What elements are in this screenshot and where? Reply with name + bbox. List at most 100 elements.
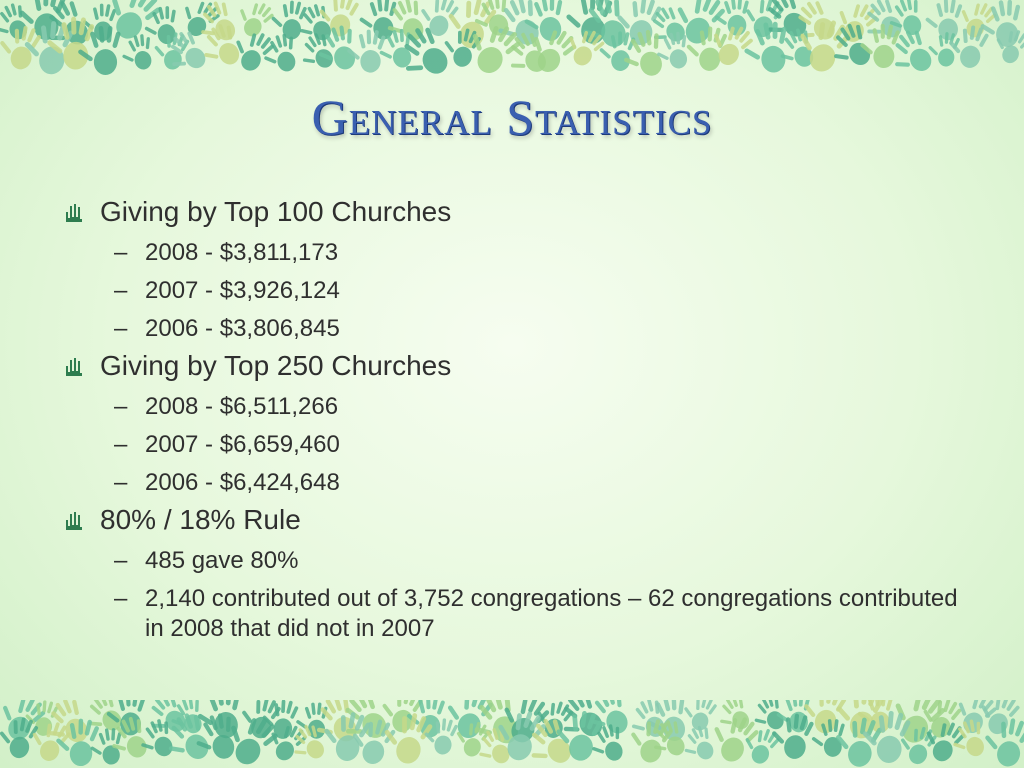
handprint-icon — [24, 21, 74, 75]
handprint-icon — [745, 729, 780, 764]
list-item-text: 2,140 contributed out of 3,752 congregat… — [145, 585, 958, 642]
handprint-icon — [472, 25, 521, 74]
top-handprint-border — [0, 0, 1024, 80]
handprint-icon — [447, 700, 493, 739]
list-item-text: 2007 - $6,659,460 — [145, 431, 340, 458]
handprint-icon — [980, 0, 1021, 47]
handprint-icon — [925, 0, 963, 41]
list-item: –2006 - $6,424,648 — [62, 468, 962, 498]
bullet-rule: 80% / 18% Rule — [62, 502, 962, 538]
handprint-icon — [895, 30, 932, 72]
handprint-icon — [599, 31, 636, 71]
handprint-icon — [204, 24, 240, 65]
handprint-icon — [302, 33, 333, 68]
handprint-icon — [744, 21, 787, 73]
handprint-icon — [569, 30, 605, 66]
bottom-handprint-border — [0, 700, 1024, 768]
handprint-icon — [231, 718, 278, 765]
handprint-icon — [56, 718, 99, 767]
dash-marker: – — [114, 277, 128, 304]
handprint-icon — [144, 6, 176, 45]
handprint-icon — [772, 713, 814, 759]
list-item: –2008 - $3,811,173 — [62, 238, 962, 268]
list-item: –2007 - $6,659,460 — [62, 430, 962, 460]
list-item: –485 gave 80% — [62, 546, 962, 576]
handprint-icon — [90, 728, 122, 765]
bullet-text: 80% / 18% Rule — [100, 504, 301, 535]
handprint-icon — [141, 719, 173, 757]
handprint-icon — [949, 25, 989, 68]
handprint-icon — [862, 710, 911, 763]
handprint-icon — [498, 711, 546, 761]
hand-icon — [66, 204, 82, 222]
handprint-icon — [347, 29, 386, 73]
handprint-icon — [0, 700, 1024, 767]
handprint-icon — [556, 710, 603, 761]
handprint-icon — [996, 30, 1024, 64]
handprint-icon — [654, 720, 685, 756]
handprint-icon — [811, 719, 845, 757]
handprint-icon — [170, 31, 206, 69]
bullet-text: Giving by Top 250 Churches — [100, 350, 452, 381]
dash-marker: – — [114, 469, 128, 496]
list-item-text: 2008 - $3,811,173 — [145, 239, 339, 266]
handprint-icon — [240, 3, 274, 37]
handprint-icon — [122, 34, 152, 70]
dash-marker: – — [114, 393, 128, 420]
handprint-icon — [714, 26, 753, 65]
handprint-icon — [421, 0, 459, 36]
handprint-icon — [714, 717, 759, 762]
handprint-icon — [88, 700, 122, 731]
handprint-icon — [889, 0, 922, 35]
hand-icon — [66, 512, 82, 530]
list-item-text: 2006 - $6,424,648 — [145, 469, 340, 496]
handprint-icon — [0, 25, 42, 70]
handprint-icon — [384, 713, 433, 764]
list-item: –2007 - $3,926,124 — [62, 276, 962, 306]
slide-title: General Statistics — [311, 89, 713, 145]
handprint-icon — [236, 33, 274, 71]
dash-marker: – — [114, 585, 128, 612]
list-item-text: 2006 - $3,806,845 — [145, 315, 340, 342]
handprint-icon — [47, 16, 95, 70]
handprint-icon — [112, 716, 147, 758]
handprint-icon — [424, 718, 458, 755]
handprint-icon — [684, 725, 714, 760]
handprint-icon — [834, 23, 871, 66]
handprint-icon — [592, 724, 623, 761]
handprint-icon — [324, 712, 371, 761]
dash-marker: – — [114, 239, 128, 266]
handprint-icon — [294, 724, 324, 759]
handprint-icon — [981, 700, 1020, 735]
handprint-icon — [318, 25, 356, 70]
handprint-icon — [78, 25, 121, 75]
dash-marker: – — [114, 315, 128, 342]
handprint-icon — [720, 700, 750, 730]
handprint-icon — [754, 700, 784, 730]
bullet-giving-top-100: Giving by Top 100 Churches — [62, 194, 962, 230]
hand-icon — [66, 358, 82, 376]
handprint-icon — [444, 28, 481, 67]
handprint-icon — [168, 713, 209, 759]
handprint-icon — [684, 700, 717, 731]
list-item: –2,140 contributed out of 3,752 congrega… — [62, 584, 962, 644]
handprint-icon — [32, 722, 71, 761]
dash-marker: – — [114, 547, 128, 574]
list-item: –2006 - $3,806,845 — [62, 314, 962, 344]
handprint-icon — [860, 23, 900, 69]
bullet-giving-top-250: Giving by Top 250 Churches — [62, 348, 962, 384]
handprint-icon — [835, 717, 882, 767]
handprint-icon — [953, 719, 984, 757]
handprint-icon — [961, 3, 997, 38]
handprint-icon — [0, 717, 39, 759]
list-item-text: 2008 - $6,511,266 — [145, 393, 339, 420]
handprint-icon — [456, 721, 491, 757]
handprint-icon — [0, 0, 1024, 76]
handprint-icon — [857, 700, 893, 733]
dash-marker: – — [114, 431, 128, 458]
handprint-icon — [657, 31, 688, 69]
handprint-icon — [985, 718, 1024, 767]
bullet-text: Giving by Top 100 Churches — [100, 196, 452, 227]
handprint-icon — [404, 27, 448, 74]
handprint-icon — [923, 700, 962, 738]
